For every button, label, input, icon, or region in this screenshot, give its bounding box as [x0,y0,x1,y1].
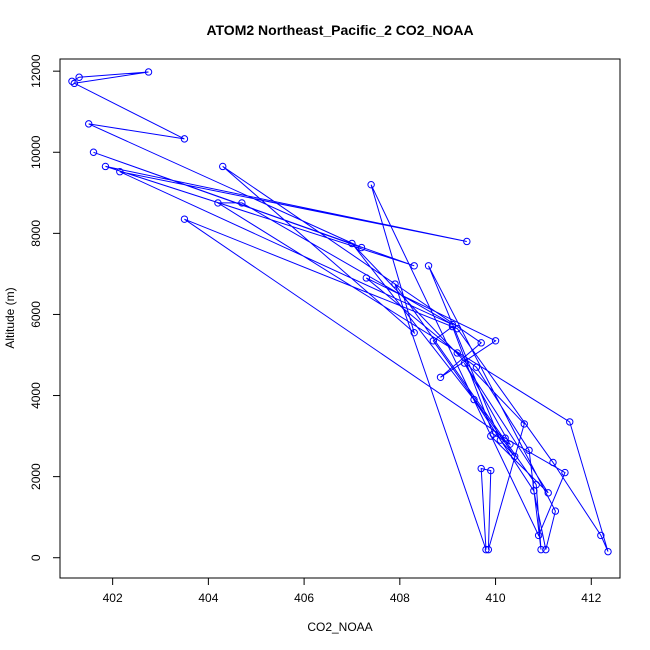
data-point [429,337,438,345]
data-point [214,199,222,207]
y-tick-label: 0 [29,554,43,561]
x-tick-label: 412 [581,591,601,605]
x-tick-label: 410 [486,591,506,605]
data-point [477,464,485,473]
data-point [68,77,76,86]
data-point [367,180,375,189]
chart-title: ATOM2 Northeast_Pacific_2 CO2_NOAA [206,22,473,38]
y-axis-label: Altitude (m) [3,287,17,348]
x-tick-label: 404 [198,591,218,605]
data-point [511,452,519,461]
data-point [544,489,552,497]
data-point [532,481,540,489]
data-point [470,395,478,404]
data-point [525,446,533,454]
data-point [491,337,500,345]
y-axis: 0 2000 4000 6000 8000 10000 12000 [29,54,60,561]
data-point [472,363,481,371]
data-point [180,215,189,223]
data-point [219,162,227,171]
data-point [566,418,574,426]
data-point [477,339,485,347]
plot-frame [59,58,621,579]
data-point [357,243,366,252]
data-point [549,458,557,467]
series-line [71,71,609,552]
y-tick-label: 12000 [29,54,43,88]
data-point [501,434,509,442]
data-point [489,430,497,438]
data-point [453,349,461,357]
data-point [116,168,124,176]
series-points [68,68,612,556]
data-point [604,547,612,556]
data-point [424,262,433,270]
data-point [506,440,514,448]
data-point [530,487,538,495]
data-point [597,531,605,540]
y-tick-label: 4000 [29,382,43,409]
data-point [410,328,418,337]
data-point [391,280,399,288]
x-axis-label: CO2_NOAA [307,620,372,634]
data-point [410,262,418,270]
data-point [551,507,560,515]
data-point [101,162,110,171]
data-point [520,420,528,428]
y-tick-label: 10000 [29,135,43,169]
data-point [448,320,457,329]
data-point [238,199,246,207]
data-point [463,237,471,246]
data-point [453,324,461,333]
data-point [534,531,543,540]
data-point [460,359,469,367]
data-point [144,68,153,76]
y-tick-label: 2000 [29,463,43,490]
data-point [482,545,490,554]
data-point [75,73,83,81]
data-point [362,274,371,282]
x-tick-label: 406 [294,591,314,605]
data-point [487,432,495,440]
data-point [561,468,569,477]
data-point [484,545,493,554]
data-point [496,436,505,444]
x-axis: 402 404 406 408 410 412 [103,578,602,605]
data-point [180,135,189,143]
x-tick-label: 408 [390,591,410,605]
data-point [436,373,445,381]
x-tick-label: 402 [103,591,123,605]
data-point [487,466,495,475]
data-point [85,120,93,128]
y-tick-label: 8000 [29,220,43,247]
data-point [537,545,545,554]
data-point [448,322,457,331]
data-point [348,239,356,248]
data-point [542,545,550,554]
series-lines [71,71,609,552]
y-tick-label: 6000 [29,301,43,328]
data-point [89,148,98,156]
data-point [70,79,79,88]
